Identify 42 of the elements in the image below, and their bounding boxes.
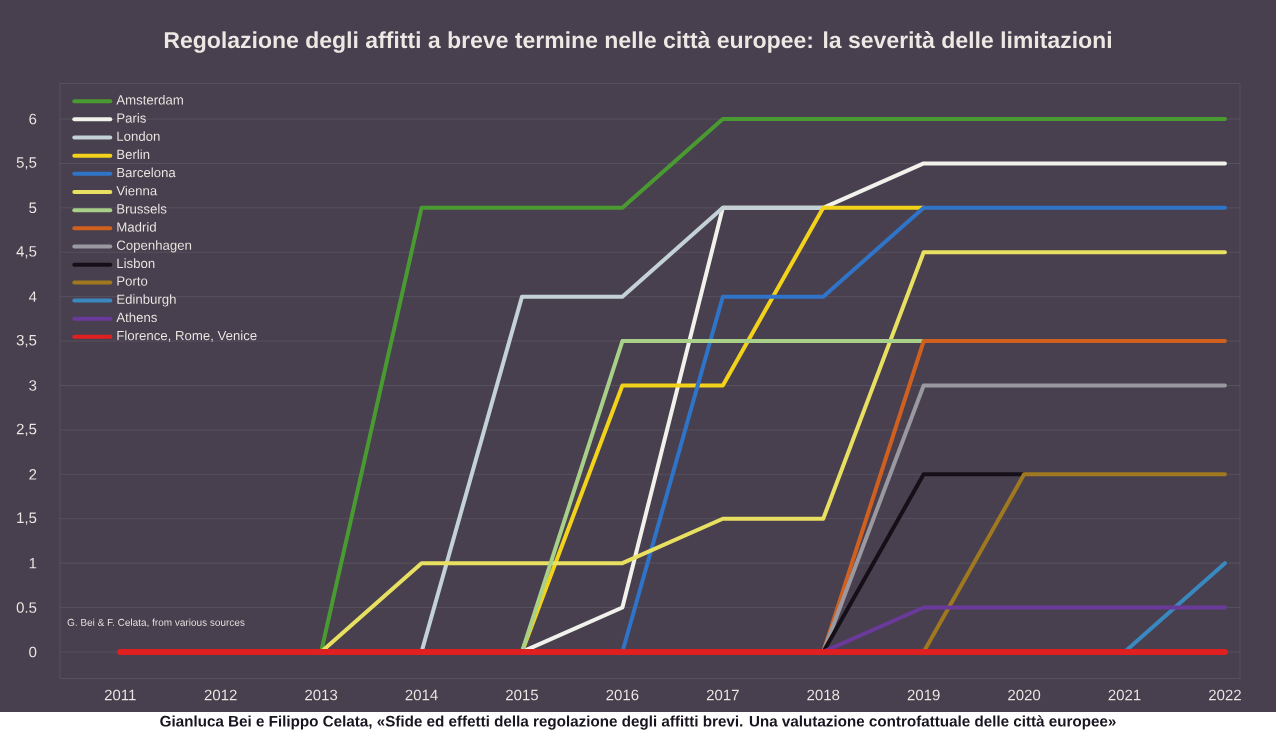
legend-label: Vienna [116,185,158,196]
text: Gianluca Bei e Filippo Celata, «Sfide ed effetti della regolazione degli affitti brevi. Una valutazione controfattuale delle città europee» [160,715,1116,730]
legend-label: Berlin [117,149,150,159]
x-tick-label: 2012 [204,689,237,701]
y-tick-label: 6 [29,113,37,125]
legend-label: Barcelona [117,167,176,178]
y-tick-label: 3,5 [16,334,37,348]
y-tick-label: 4,5 [16,245,37,259]
y-tick-label: 5 [29,202,37,213]
legend-label: Amsterdam [116,94,183,105]
legend-label: Copenhagen [116,240,192,253]
legend-label: Athens [116,312,157,322]
y-tick-label: 5,5 [16,157,37,170]
legend-label: Madrid [117,221,156,232]
x-tick-label: 2011 [104,689,136,701]
y-tick-label: 1,5 [17,512,37,525]
x-tick-label: 2019 [907,689,940,701]
legend-label: London [117,131,160,141]
y-tick-label: 2,5 [16,423,37,436]
x-tick-label: 2014 [405,689,438,701]
y-tick-label: 2 [29,468,37,480]
x-tick-label: 2017 [706,689,739,701]
x-tick-label: 2015 [506,689,539,701]
legend-label: Porto [117,276,148,286]
x-tick-label: 2020 [1008,689,1041,701]
y-tick-label: 0.5 [16,602,37,613]
y-tick-label: 1 [29,557,37,569]
y-tick-label: 4 [28,291,37,302]
chart-title: Regolazione degli affitti a breve termine nelle città europee: la severità delle limitazioni [164,30,1111,53]
x-tick-label: 2013 [305,689,338,701]
x-tick-label: 2022 [1209,689,1241,701]
legend-label: Brussels [117,203,167,214]
legend-label: Paris [117,112,146,123]
legend-label: Lisbon [117,258,155,268]
y-tick-label: 3 [29,380,37,391]
y-tick-label: 0 [29,646,37,658]
legend-label: Florence, Rome, Venice [117,330,257,342]
legend-label: Edinburgh [117,294,176,307]
annotation: G. Bei & F. Celata, from various sources [67,618,245,627]
x-tick-label: 2018 [807,689,840,701]
x-tick-label: 2021 [1108,689,1141,701]
x-tick-label: 2016 [606,689,639,701]
